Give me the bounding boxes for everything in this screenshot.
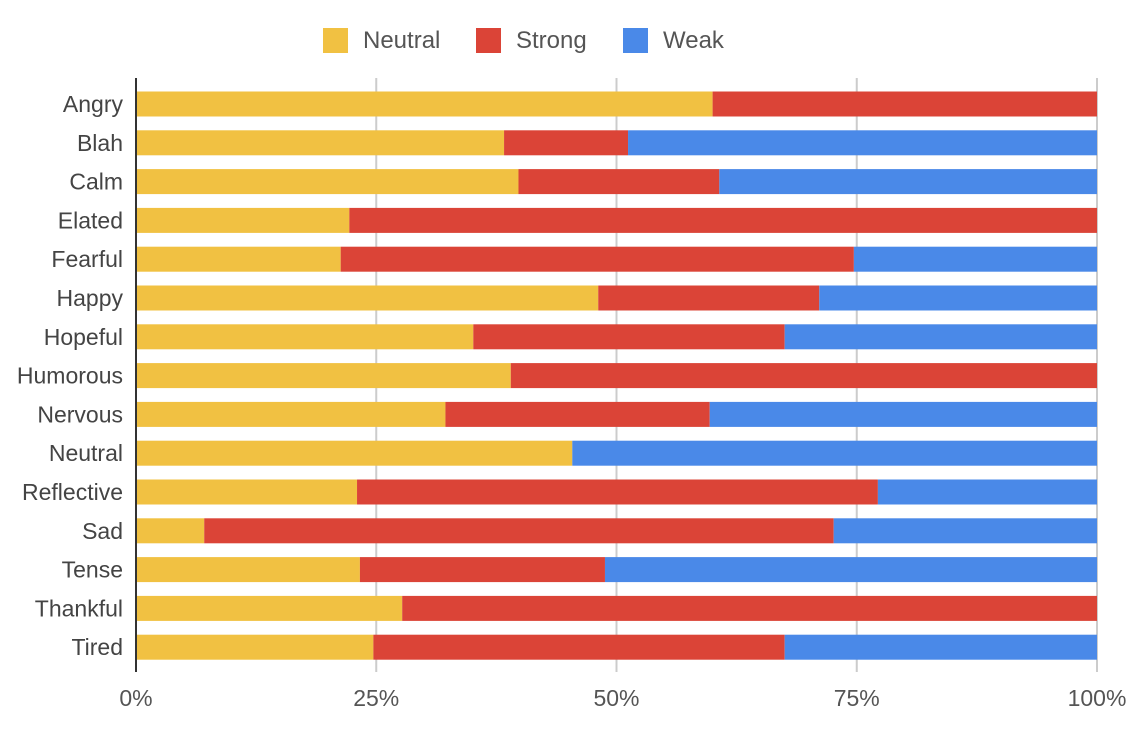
category-label: Humorous — [17, 363, 123, 389]
bar-segment-weak — [604, 557, 1097, 583]
x-tick-label: 75% — [834, 685, 880, 711]
bar-segment-neutral — [136, 91, 713, 117]
x-tick-label: 50% — [593, 685, 639, 711]
category-label: Happy — [57, 285, 124, 311]
bar-segment-strong — [445, 401, 710, 427]
legend-label: Neutral — [363, 27, 440, 54]
category-label: Calm — [69, 169, 123, 195]
category-label: Nervous — [37, 401, 123, 427]
bar-segment-strong — [349, 207, 1097, 233]
bar-segment-strong — [373, 634, 785, 660]
legend-swatch-neutral — [323, 28, 348, 53]
bar-segment-neutral — [136, 440, 573, 466]
bars — [136, 91, 1097, 660]
category-label: Hopeful — [44, 324, 123, 350]
bar-segment-strong — [504, 130, 629, 156]
bar-segment-strong — [402, 595, 1097, 621]
category-label: Angry — [63, 91, 124, 117]
bar-segment-neutral — [136, 324, 474, 350]
bar-segment-weak — [709, 401, 1097, 427]
bar-segment-neutral — [136, 401, 446, 427]
legend-label: Strong — [516, 27, 587, 54]
bar-segment-neutral — [136, 169, 519, 195]
category-label: Thankful — [35, 595, 123, 621]
bar-segment-neutral — [136, 634, 374, 660]
bar-segment-neutral — [136, 479, 358, 505]
category-label: Elated — [58, 207, 123, 233]
bar-segment-strong — [712, 91, 1097, 117]
bar-segment-weak — [628, 130, 1097, 156]
bar-segment-neutral — [136, 285, 599, 311]
bar-segment-neutral — [136, 557, 360, 583]
bar-segment-neutral — [136, 595, 403, 621]
category-label: Fearful — [51, 246, 123, 272]
bar-segment-strong — [357, 479, 878, 505]
category-label: Reflective — [22, 479, 123, 505]
bar-segment-strong — [359, 557, 605, 583]
bar-segment-weak — [784, 634, 1097, 660]
bar-segment-weak — [784, 324, 1097, 350]
bar-segment-weak — [877, 479, 1097, 505]
bar-segment-weak — [819, 285, 1097, 311]
x-tick-label: 25% — [353, 685, 399, 711]
category-label: Neutral — [49, 440, 123, 466]
bar-segment-weak — [572, 440, 1097, 466]
category-label: Sad — [82, 518, 123, 544]
x-tick-label: 0% — [119, 685, 152, 711]
legend-swatch-strong — [476, 28, 501, 53]
legend-swatch-weak — [623, 28, 648, 53]
bar-segment-neutral — [136, 207, 350, 233]
bar-segment-neutral — [136, 130, 505, 156]
bar-segment-strong — [598, 285, 820, 311]
category-label: Blah — [77, 130, 123, 156]
category-label: Tired — [71, 634, 123, 660]
bar-segment-neutral — [136, 246, 341, 272]
bar-segment-strong — [204, 518, 834, 544]
x-tick-labels: 0% 25% 50% 75% 100% — [119, 685, 1126, 711]
legend: Neutral Strong Weak — [323, 27, 725, 54]
bar-segment-neutral — [136, 363, 511, 389]
bar-segment-neutral — [136, 518, 205, 544]
bar-segment-weak — [853, 246, 1097, 272]
bar-segment-strong — [340, 246, 854, 272]
bar-segment-strong — [510, 363, 1097, 389]
legend-label: Weak — [663, 27, 725, 54]
bar-segment-strong — [473, 324, 785, 350]
category-labels: Angry Blah Calm Elated Fearful Happy Hopeful Hu… — [17, 91, 124, 660]
x-tick-label: 100% — [1068, 685, 1127, 711]
category-label: Tense — [62, 557, 123, 583]
bar-segment-strong — [518, 169, 720, 195]
bar-segment-weak — [833, 518, 1097, 544]
bar-segment-weak — [719, 169, 1097, 195]
